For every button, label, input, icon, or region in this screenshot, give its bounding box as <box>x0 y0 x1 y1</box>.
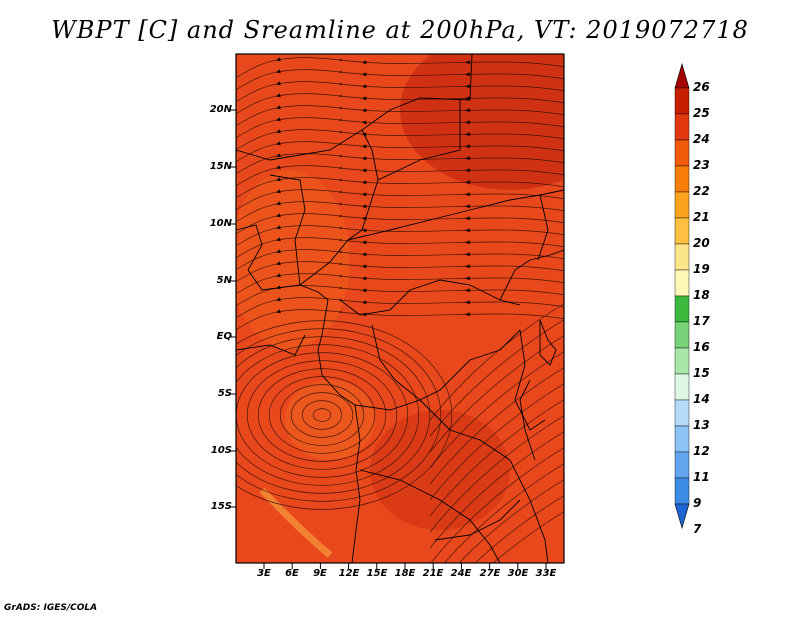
colorbar-label: 17 <box>693 314 710 328</box>
lon-label: 15E <box>366 568 388 579</box>
colorbar-segment <box>674 373 690 401</box>
colorbar-label: 13 <box>693 418 710 432</box>
lat-label: EQ <box>216 331 232 342</box>
colorbar-segment <box>674 217 690 245</box>
colorbar-segment <box>674 243 690 271</box>
colorbar-label: 24 <box>693 132 710 146</box>
colorbar-segment <box>674 477 690 505</box>
colorbar-segment <box>674 347 690 375</box>
lat-label: 10S <box>210 445 232 456</box>
map-frame <box>235 53 565 564</box>
colorbar-label: 22 <box>693 184 710 198</box>
credit-text: GrADS: IGES/COLA <box>4 603 98 613</box>
colorbar-label: 16 <box>693 340 710 354</box>
colorbar-segment <box>674 165 690 193</box>
colorbar-segment <box>674 139 690 167</box>
colorbar-label: 26 <box>693 80 710 94</box>
colorbar-label: 23 <box>693 158 710 172</box>
colorbar-label: 18 <box>693 288 710 302</box>
colorbar-segment <box>674 321 690 349</box>
colorbar-label: 25 <box>693 106 710 120</box>
colorbar-segment <box>674 269 690 297</box>
lon-label: 9E <box>313 568 327 579</box>
lat-label: 20N <box>209 104 232 115</box>
colorbar-label: 11 <box>693 470 710 484</box>
colorbar <box>674 62 690 530</box>
country-borders <box>235 53 565 564</box>
lon-label: 33E <box>535 568 557 579</box>
colorbar-label: 9 <box>693 496 702 510</box>
wbpt-field <box>236 54 564 563</box>
lon-label: 6E <box>285 568 299 579</box>
colorbar-segment <box>674 113 690 141</box>
lon-label: 21E <box>422 568 444 579</box>
lon-label: 12E <box>338 568 360 579</box>
lat-label: 5N <box>216 275 232 286</box>
lat-label: 5S <box>217 388 232 399</box>
colorbar-segment <box>674 451 690 479</box>
colorbar-top-triangle <box>674 62 690 89</box>
colorbar-segment <box>674 425 690 453</box>
colorbar-segment <box>674 87 690 115</box>
colorbar-label: 20 <box>693 236 710 250</box>
axis-ticks <box>230 109 547 569</box>
colorbar-segment <box>674 295 690 323</box>
colorbar-segment <box>674 191 690 219</box>
colorbar-label: 14 <box>693 392 710 406</box>
colorbar-label: 12 <box>693 444 710 458</box>
lon-label: 3E <box>257 568 271 579</box>
lon-label: 27E <box>479 568 501 579</box>
lon-label: 18E <box>394 568 416 579</box>
colorbar-label: 7 <box>693 522 702 536</box>
lon-label: 30E <box>507 568 529 579</box>
colorbar-label: 19 <box>693 262 710 276</box>
colorbar-bottom-triangle <box>674 503 690 530</box>
lat-label: 15N <box>209 161 232 172</box>
lat-label: 15S <box>210 501 232 512</box>
colorbar-label: 21 <box>693 210 710 224</box>
lat-label: 10N <box>209 218 232 229</box>
map-title: WBPT [C] and Sreamline at 200hPa, VT: 20… <box>51 16 749 44</box>
lon-label: 24E <box>450 568 472 579</box>
colorbar-label: 15 <box>693 366 710 380</box>
streamlines <box>236 57 564 563</box>
colorbar-segment <box>674 399 690 427</box>
